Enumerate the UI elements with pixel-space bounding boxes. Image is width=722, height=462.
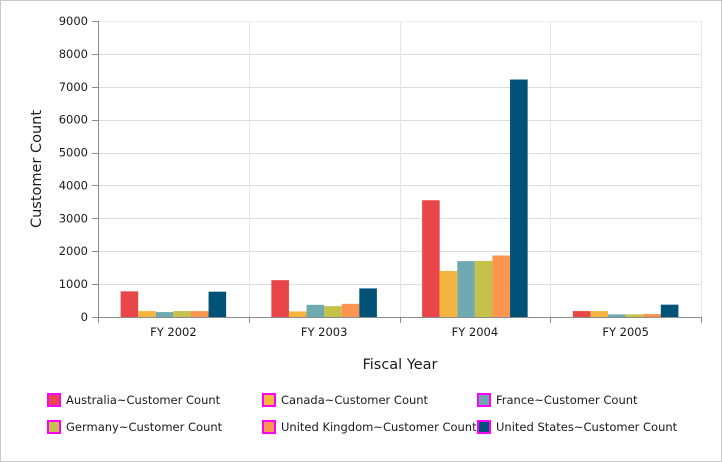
y-tick-label: 9000 bbox=[59, 14, 88, 28]
y-axis-tick-labels: 0 1000 2000 3000 4000 5000 6000 7000 8000 9000 bbox=[59, 14, 88, 324]
legend-item[interactable]: Canada~Customer Count bbox=[262, 393, 429, 407]
bar-australia-fy-2005[interactable] bbox=[572, 311, 591, 317]
y-axis-title: Customer Count bbox=[29, 110, 45, 228]
y-tick-label: 4000 bbox=[59, 178, 88, 192]
y-tick-label: 3000 bbox=[59, 211, 88, 225]
legend-marker-icon bbox=[47, 393, 61, 407]
bar-united-kingdom-fy-2005[interactable] bbox=[643, 314, 661, 317]
legend-label: Germany~Customer Count bbox=[66, 420, 223, 434]
x-tick-label: FY 2004 bbox=[452, 325, 499, 339]
bars bbox=[120, 79, 679, 318]
legend-item[interactable]: Australia~Customer Count bbox=[47, 393, 221, 407]
bar-united-kingdom-fy-2004[interactable] bbox=[492, 255, 511, 318]
bar-germany-fy-2002[interactable] bbox=[173, 311, 191, 317]
y-tick-label: 1000 bbox=[59, 277, 88, 291]
bar-australia-fy-2002[interactable] bbox=[120, 291, 139, 317]
bar-france-fy-2002[interactable] bbox=[155, 312, 174, 317]
legend-marker-icon bbox=[262, 420, 276, 434]
y-tick-label: 6000 bbox=[59, 113, 88, 127]
legend-label: United States~Customer Count bbox=[496, 420, 678, 434]
legend-label: France~Customer Count bbox=[496, 393, 638, 407]
bar-united-states-fy-2002[interactable] bbox=[208, 291, 227, 317]
gridlines bbox=[98, 21, 702, 317]
legend-marker-icon bbox=[477, 393, 491, 407]
y-tick-label: 7000 bbox=[59, 80, 88, 94]
bar-united-states-fy-2005[interactable] bbox=[660, 304, 679, 317]
bar-france-fy-2005[interactable] bbox=[608, 314, 626, 317]
bar-germany-fy-2003[interactable] bbox=[324, 306, 342, 317]
y-tick-label: 2000 bbox=[59, 244, 88, 258]
x-axis-tick-labels: FY 2002 FY 2003 FY 2004 FY 2005 bbox=[150, 325, 649, 339]
x-axis-title: Fiscal Year bbox=[362, 357, 437, 373]
bar-france-fy-2004[interactable] bbox=[457, 261, 475, 317]
bar-united-states-fy-2003[interactable] bbox=[359, 288, 377, 317]
x-tick-label: FY 2003 bbox=[301, 325, 348, 339]
bar-france-fy-2003[interactable] bbox=[306, 304, 325, 317]
bar-germany-fy-2004[interactable] bbox=[474, 260, 493, 317]
legend-label: Canada~Customer Count bbox=[281, 393, 429, 407]
legend-marker-icon bbox=[262, 393, 276, 407]
legend: Australia~Customer Count Canada~Customer … bbox=[47, 393, 678, 434]
legend-item[interactable]: France~Customer Count bbox=[477, 393, 638, 407]
legend-label: United Kingdom~Customer Count bbox=[281, 420, 477, 434]
y-tick-label: 5000 bbox=[59, 146, 88, 160]
legend-item[interactable]: Germany~Customer Count bbox=[47, 420, 223, 434]
y-tick-label: 8000 bbox=[59, 47, 88, 61]
axes bbox=[92, 21, 702, 323]
bar-canada-fy-2003[interactable] bbox=[288, 311, 307, 317]
x-tick-label: FY 2002 bbox=[150, 325, 197, 339]
bar-germany-fy-2005[interactable] bbox=[625, 314, 644, 317]
legend-marker-icon bbox=[477, 420, 491, 434]
bar-australia-fy-2003[interactable] bbox=[271, 280, 289, 317]
bar-canada-fy-2004[interactable] bbox=[439, 270, 458, 317]
bar-canada-fy-2002[interactable] bbox=[138, 311, 156, 317]
legend-marker-icon bbox=[47, 420, 61, 434]
bar-united-kingdom-fy-2003[interactable] bbox=[341, 303, 360, 317]
y-tick-label: 0 bbox=[81, 310, 88, 324]
x-tick-label: FY 2005 bbox=[602, 325, 649, 339]
bar-united-states-fy-2004[interactable] bbox=[510, 79, 528, 317]
legend-item[interactable]: United States~Customer Count bbox=[477, 420, 678, 434]
bar-canada-fy-2005[interactable] bbox=[590, 311, 609, 317]
bar-australia-fy-2004[interactable] bbox=[422, 200, 440, 317]
legend-item[interactable]: United Kingdom~Customer Count bbox=[262, 420, 477, 434]
legend-label: Australia~Customer Count bbox=[66, 393, 221, 407]
bar-united-kingdom-fy-2002[interactable] bbox=[190, 311, 209, 317]
